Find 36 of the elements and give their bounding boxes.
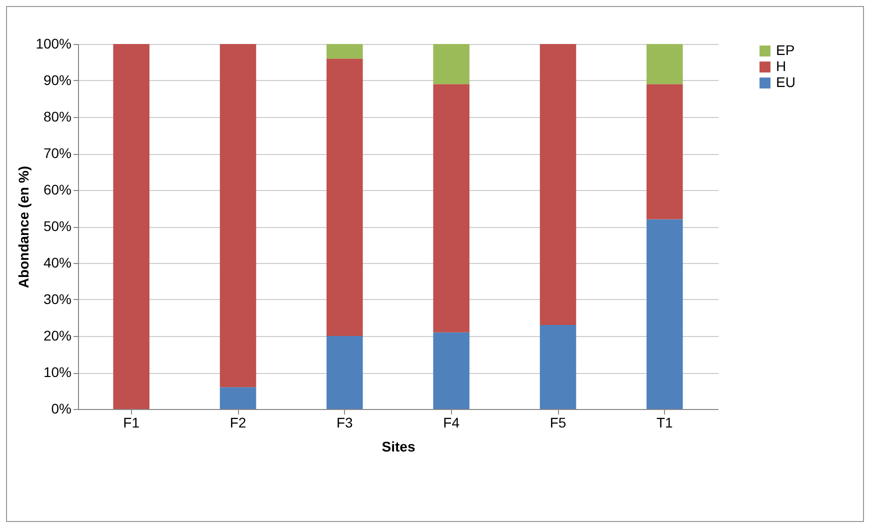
x-tick-label: F2: [230, 414, 246, 430]
bar: [540, 44, 576, 326]
x-tick-label: F3: [336, 414, 354, 430]
y-tick-label: 60%: [43, 182, 72, 198]
bar: [433, 332, 470, 409]
bar: [646, 84, 683, 220]
legend-label: EP: [776, 42, 795, 58]
bar: [433, 44, 470, 84]
y-tick-label: 50%: [43, 218, 72, 234]
x-axis-title: Sites: [382, 438, 416, 454]
bar: [433, 84, 470, 332]
x-tick-label: F4: [443, 414, 460, 430]
y-tick-label: 40%: [43, 254, 72, 270]
y-tick-label: 70%: [43, 145, 72, 161]
y-tick-label: 10%: [43, 364, 72, 380]
bar: [540, 325, 576, 409]
x-tick-label: T1: [656, 414, 674, 430]
bar: [326, 58, 363, 336]
y-tick-label: 0%: [51, 400, 72, 416]
bar: [646, 219, 683, 409]
y-tick-label: 100%: [36, 36, 72, 52]
legend-label: H: [776, 58, 786, 74]
y-tick-label: 20%: [43, 328, 72, 344]
y-tick-label: 30%: [43, 291, 72, 307]
bar: [220, 44, 256, 388]
bar: [326, 44, 363, 59]
x-tick-label: F5: [550, 414, 566, 430]
y-axis-title: Abondance (en %): [16, 166, 32, 288]
x-tick-label: F1: [123, 414, 140, 430]
bar: [326, 336, 363, 409]
bar: [220, 387, 256, 409]
legend-label: EU: [776, 74, 796, 90]
bar: [646, 44, 683, 84]
y-tick-label: 80%: [43, 108, 72, 124]
y-tick-label: 90%: [43, 72, 72, 88]
bar: [113, 44, 150, 409]
